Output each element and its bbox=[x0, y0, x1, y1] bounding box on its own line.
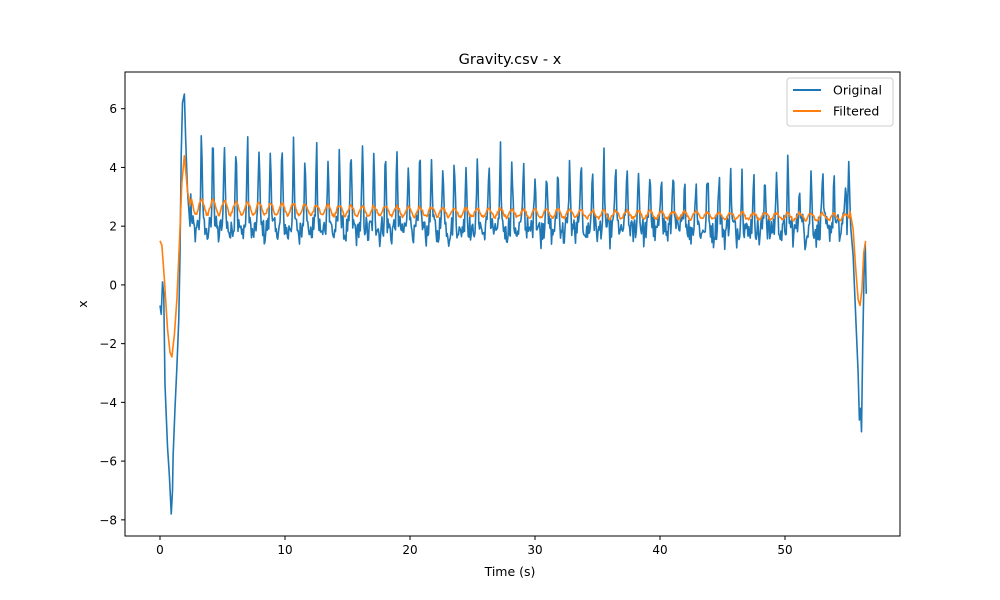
series-line-original bbox=[159, 93, 868, 515]
x-tick-label: 20 bbox=[402, 543, 417, 557]
x-tick-label: 10 bbox=[277, 543, 292, 557]
y-tick-label: 4 bbox=[109, 161, 117, 175]
x-tick-label: 40 bbox=[652, 543, 667, 557]
y-tick-label: −6 bbox=[99, 455, 117, 469]
y-tick-label: 6 bbox=[109, 102, 117, 116]
x-axis-ticks: 0 10 20 30 40 50 bbox=[156, 536, 793, 557]
legend-label-original: Original bbox=[833, 83, 882, 98]
chart-title: Gravity.csv - x bbox=[459, 52, 562, 68]
x-tick-label: 0 bbox=[156, 543, 164, 557]
y-tick-label: −4 bbox=[99, 396, 117, 410]
x-tick-label: 30 bbox=[527, 543, 542, 557]
series-line-filtered bbox=[159, 154, 867, 358]
y-axis-ticks: −8 −6 −4 −2 0 2 4 6 bbox=[99, 102, 125, 527]
axes-frame bbox=[124, 71, 901, 537]
x-tick-label: 50 bbox=[777, 543, 792, 557]
y-tick-label: −8 bbox=[99, 513, 117, 527]
y-tick-label: 0 bbox=[109, 278, 117, 292]
legend: Original Filtered bbox=[786, 77, 894, 127]
y-axis-label: x bbox=[75, 300, 90, 307]
x-axis-label: Time (s) bbox=[484, 564, 536, 579]
legend-label-filtered: Filtered bbox=[833, 104, 879, 119]
series-layer bbox=[159, 93, 868, 515]
y-tick-label: 2 bbox=[109, 220, 117, 234]
y-tick-label: −2 bbox=[99, 337, 117, 351]
